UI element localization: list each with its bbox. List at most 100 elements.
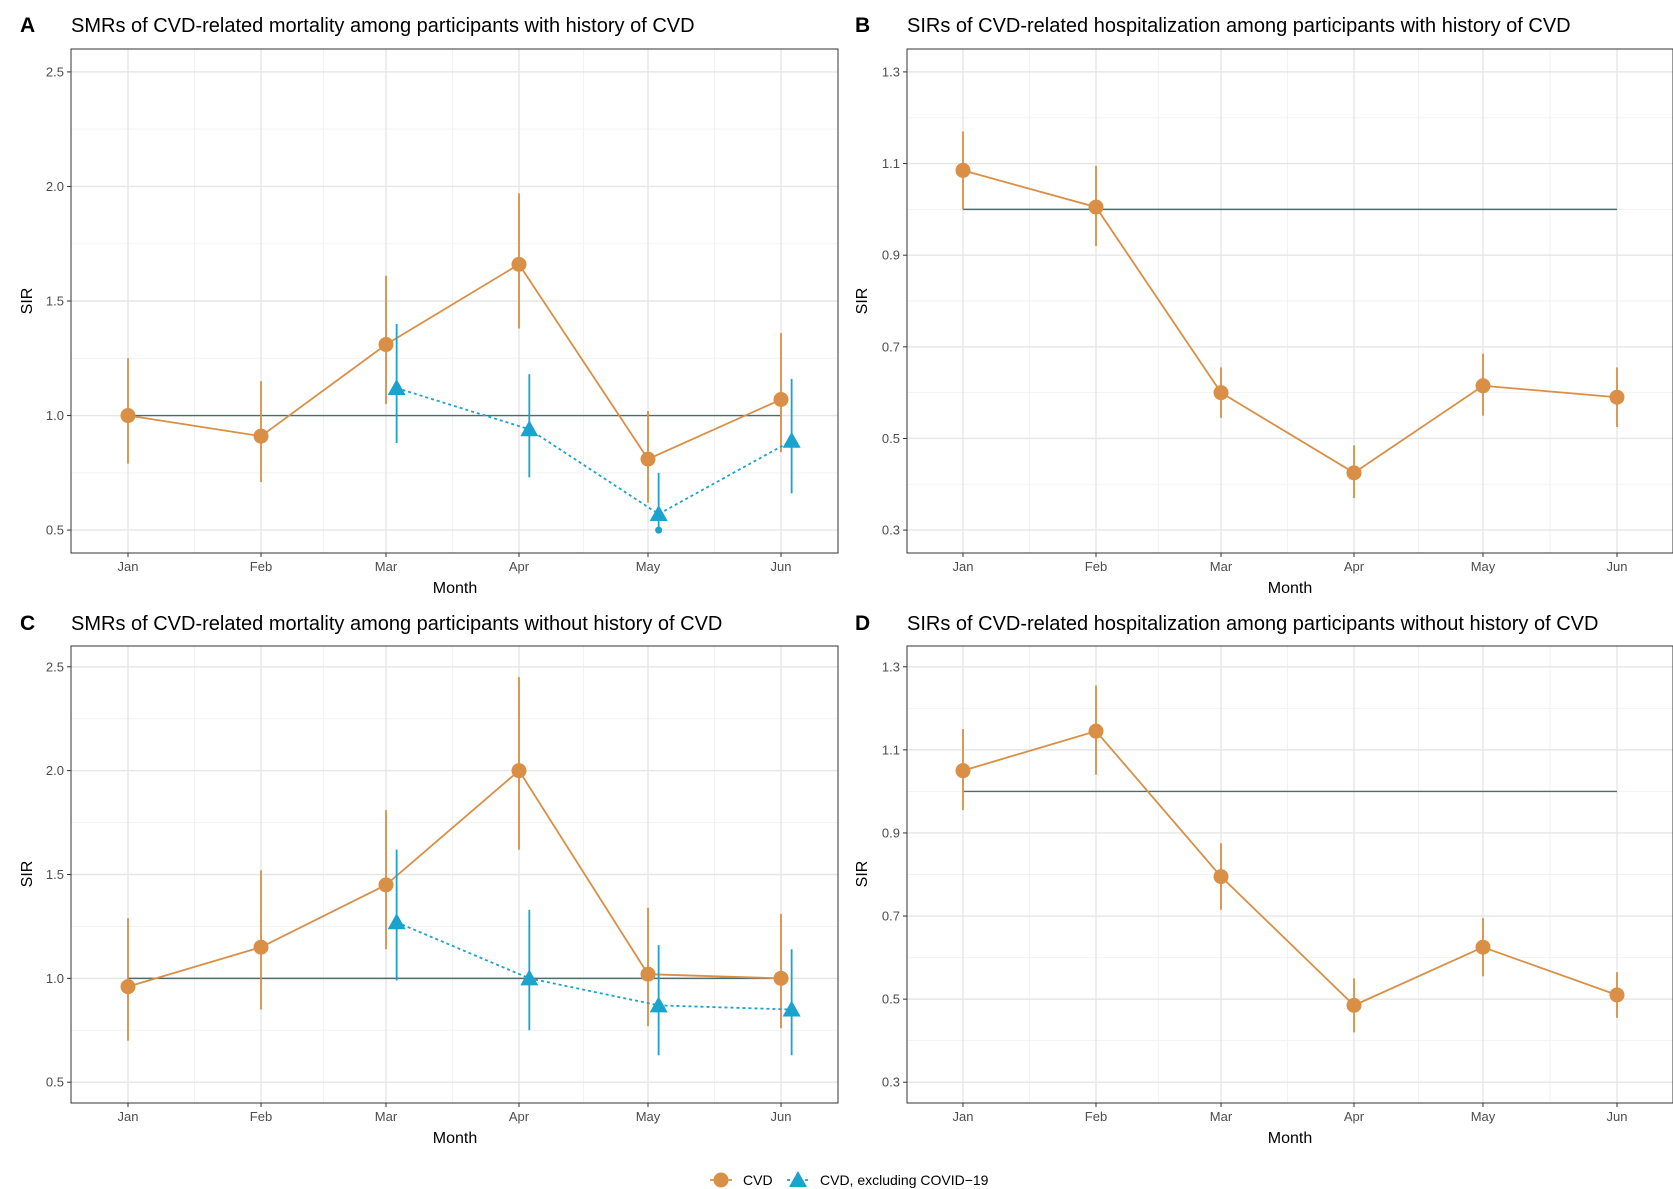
y-tick-label: 2.5	[46, 64, 64, 79]
chart-panel-d: 0.3 0.5 0.7 0.9 1.1 1.3 Jan Feb Mar Apr May Jun Mont…	[854, 612, 1673, 1147]
data-point	[1476, 378, 1491, 393]
panel-title: SIRs of CVD-related hospitalization amon…	[907, 613, 1598, 635]
y-axis-title: SIR	[854, 861, 871, 888]
legend-triangle-marker	[789, 1171, 807, 1187]
y-tick-label: 0.3	[882, 523, 900, 538]
y-tick-label: 1.0	[46, 971, 64, 986]
data-point	[641, 452, 656, 467]
x-tick-label: Mar	[375, 559, 398, 574]
panel-label: C	[20, 612, 35, 635]
x-tick-label: Jun	[1607, 1109, 1628, 1124]
y-tick-label: 1.1	[882, 156, 900, 171]
data-point	[512, 257, 527, 272]
legend: CVD CVD, excluding COVID−19	[710, 1171, 989, 1188]
x-tick-label: Feb	[1085, 1109, 1107, 1124]
x-tick-label: Apr	[509, 1109, 530, 1124]
data-point	[1476, 940, 1491, 955]
y-tick-label: 1.5	[46, 294, 64, 309]
data-point	[956, 163, 971, 178]
x-tick-label: Jan	[953, 559, 974, 574]
panel-label: D	[855, 612, 870, 635]
x-tick-label: May	[1471, 1109, 1496, 1124]
x-tick-label: Apr	[1344, 559, 1365, 574]
chart-panels: 0.5 1.0 1.5 2.0 2.5 Jan Feb Mar Apr May Jun Month SI…	[19, 14, 1673, 1147]
data-point	[254, 940, 269, 955]
data-point	[121, 979, 136, 994]
y-tick-label: 2.5	[46, 659, 64, 674]
x-tick-label: Jun	[771, 1109, 792, 1124]
y-tick-label: 2.0	[46, 763, 64, 778]
x-tick-label: Feb	[1085, 559, 1107, 574]
data-point	[1610, 987, 1625, 1002]
data-point	[254, 429, 269, 444]
x-tick-label: Jun	[771, 559, 792, 574]
y-tick-label: 1.3	[882, 659, 900, 674]
x-tick-label: Jan	[953, 1109, 974, 1124]
y-axis-title: SIR	[854, 288, 871, 315]
panel-title: SMRs of CVD-related mortality among part…	[71, 15, 695, 37]
y-axis-title: SIR	[19, 861, 36, 888]
x-tick-label: Jan	[118, 1109, 139, 1124]
data-point	[512, 763, 527, 778]
x-tick-label: Feb	[250, 559, 272, 574]
x-tick-label: Mar	[1210, 1109, 1233, 1124]
legend-label-cvd-excluding-covid: CVD, excluding COVID−19	[820, 1172, 989, 1188]
data-point	[121, 408, 136, 423]
y-tick-label: 0.7	[882, 909, 900, 924]
x-axis-title: Month	[1268, 1130, 1312, 1147]
data-point	[379, 337, 394, 352]
y-tick-label: 1.0	[46, 408, 64, 423]
x-tick-label: May	[636, 559, 661, 574]
data-point	[641, 967, 656, 982]
x-tick-label: Mar	[1210, 559, 1233, 574]
y-axis-title: SIR	[19, 288, 36, 315]
data-point	[1089, 724, 1104, 739]
chart-panel-b: 0.3 0.5 0.7 0.9 1.1 1.3 Jan Feb Mar Apr May Jun Mont…	[854, 14, 1673, 597]
data-point	[774, 971, 789, 986]
panel-title: SIRs of CVD-related hospitalization amon…	[907, 15, 1571, 37]
y-tick-label: 2.0	[46, 179, 64, 194]
data-point	[1347, 465, 1362, 480]
legend-item-cvd-excluding-covid: CVD, excluding COVID−19	[787, 1171, 989, 1188]
y-tick-label: 0.9	[882, 248, 900, 263]
y-tick-label: 1.1	[882, 742, 900, 757]
x-tick-label: Jan	[118, 559, 139, 574]
chart-panel-c: 0.5 1.0 1.5 2.0 2.5 Jan Feb Mar Apr May Jun Month SI…	[19, 612, 838, 1147]
legend-circle-marker	[714, 1173, 729, 1188]
chart-panel-a: 0.5 1.0 1.5 2.0 2.5 Jan Feb Mar Apr May Jun Month SI…	[19, 14, 838, 597]
x-axis-title: Month	[433, 1130, 477, 1147]
legend-item-cvd: CVD	[710, 1172, 773, 1188]
x-tick-label: Apr	[509, 559, 530, 574]
y-tick-label: 1.3	[882, 64, 900, 79]
y-tick-label: 1.5	[46, 867, 64, 882]
y-tick-label: 0.5	[882, 992, 900, 1007]
x-tick-label: Apr	[1344, 1109, 1365, 1124]
panel-label: A	[20, 14, 35, 37]
data-point	[1610, 390, 1625, 405]
x-axis-title: Month	[433, 580, 477, 597]
x-tick-label: Feb	[250, 1109, 272, 1124]
data-point	[956, 763, 971, 778]
data-point	[379, 877, 394, 892]
x-tick-label: May	[1471, 559, 1496, 574]
legend-label-cvd: CVD	[743, 1172, 773, 1188]
data-point	[1089, 200, 1104, 215]
y-tick-label: 0.9	[882, 825, 900, 840]
y-tick-label: 0.5	[46, 1075, 64, 1090]
data-point	[1347, 998, 1362, 1013]
x-tick-label: Jun	[1607, 559, 1628, 574]
panel-label: B	[855, 14, 870, 37]
x-tick-label: Mar	[375, 1109, 398, 1124]
y-tick-label: 0.7	[882, 339, 900, 354]
y-tick-label: 0.3	[882, 1075, 900, 1090]
data-point	[1214, 385, 1229, 400]
outlier-point	[655, 527, 662, 534]
y-tick-label: 0.5	[882, 431, 900, 446]
panel-title: SMRs of CVD-related mortality among part…	[71, 613, 722, 635]
data-point	[1214, 869, 1229, 884]
y-tick-label: 0.5	[46, 523, 64, 538]
data-point	[774, 392, 789, 407]
x-tick-label: May	[636, 1109, 661, 1124]
x-axis-title: Month	[1268, 580, 1312, 597]
